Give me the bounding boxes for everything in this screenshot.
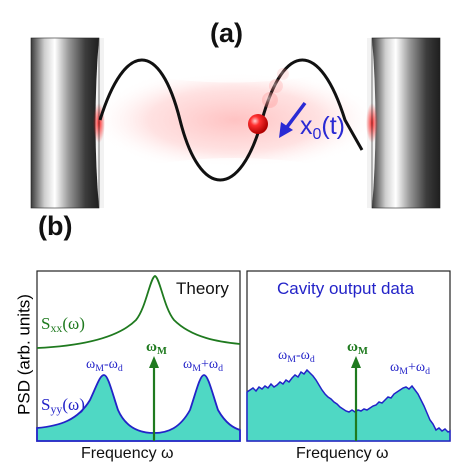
displacement-symbol: x (300, 112, 313, 140)
displacement-label: x0(t) (300, 114, 345, 143)
nanosphere (248, 114, 268, 134)
sxx-subscript: xx (50, 321, 63, 335)
theory-right-peak-sub1: M (192, 363, 201, 374)
standing-wave (98, 58, 364, 182)
theory-omega-m-label: ωM (146, 340, 167, 358)
theory-left-peak-label: ωM-ωd (86, 358, 123, 374)
theory-right-peak-omega: ω (183, 357, 193, 372)
cavity-data-title: Cavity output data (277, 279, 415, 298)
theory-title: Theory (176, 279, 229, 298)
theory-omega-m-subscript: M (156, 346, 167, 357)
theory-right-peak-sub2: d (218, 363, 223, 374)
theory-left-peak-mid: -ω (103, 357, 118, 372)
beam-glow (87, 64, 387, 176)
cavity-data-x-axis-label: Frequency ω (296, 445, 389, 462)
cavity-data-left-peak-sub1: M (287, 354, 296, 365)
nanosphere-trail (262, 68, 289, 108)
cavity-data-right-peak-sub1: M (399, 366, 408, 377)
cavity-data-right-peak-omega: ω (390, 360, 400, 375)
panel-b-label: (b) (38, 211, 73, 241)
cavity-data-left-peak-omega: ω (278, 348, 288, 363)
theory-left-peak-sub2: d (117, 363, 123, 374)
cavity-data-omega-m-symbol: ω (347, 339, 358, 355)
syy-symbol: S (41, 395, 51, 414)
displacement-subscript: 0 (312, 126, 322, 143)
cavity-data-right-peak-label: ωM+ωd (390, 361, 430, 377)
theory-x-axis-label: Frequency ω (81, 445, 174, 462)
sxx-symbol: S (41, 314, 51, 333)
theory-omega-m-symbol: ω (146, 339, 157, 355)
theory-right-peak-mid: +ω (200, 357, 219, 372)
displacement-arrow (279, 101, 307, 138)
right-mirror (366, 37, 441, 209)
syy-subscript: yy (50, 402, 63, 416)
psd-axis-label: PSD (arb. units) (14, 294, 34, 415)
panel-a-label: (a) (210, 18, 243, 48)
theory-right-peak-label: ωM+ωd (183, 358, 223, 374)
displacement-argument: (t) (321, 112, 346, 140)
theory-left-peak-omega: ω (86, 357, 96, 372)
cavity-data-left-peak-mid: -ω (295, 348, 310, 363)
syy-label: Syy(ω) (41, 396, 85, 416)
syy-argument: (ω) (62, 395, 85, 414)
cavity-data-omega-m-subscript: M (357, 346, 368, 357)
left-mirror (30, 37, 105, 209)
theory-left-peak-sub1: M (95, 363, 104, 374)
cavity-data-right-peak-sub2: d (425, 366, 430, 377)
sxx-label: Sxx(ω) (41, 315, 85, 335)
cavity-data-left-peak-sub2: d (309, 354, 315, 365)
cavity-data-left-peak-label: ωM-ωd (278, 349, 315, 365)
sxx-argument: (ω) (62, 314, 85, 333)
cavity-data-right-peak-mid: +ω (407, 360, 426, 375)
cavity-data-omega-m-label: ωM (347, 340, 368, 358)
